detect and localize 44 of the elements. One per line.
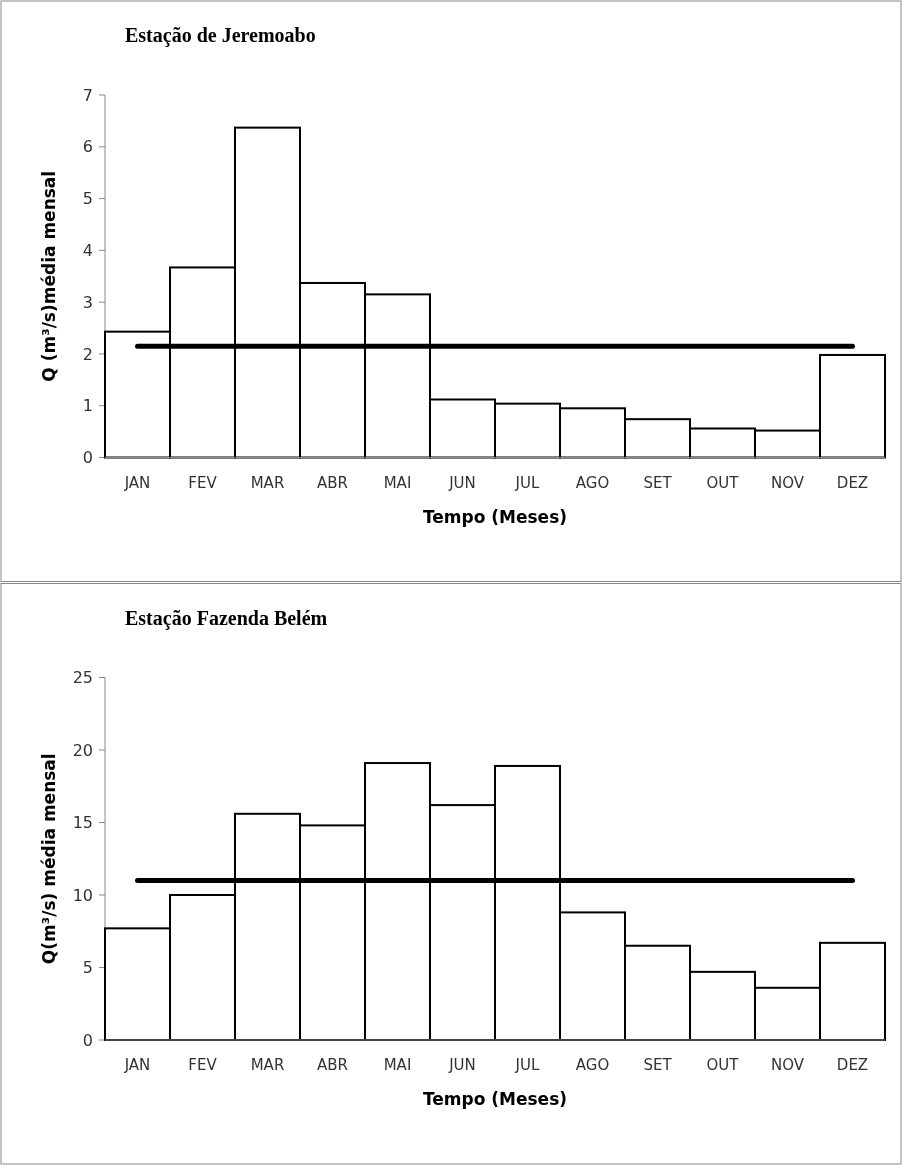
y-tick-label: 4 (82, 240, 93, 260)
x-tick-label: NOV (770, 473, 805, 492)
x-tick-label: JUN (448, 1056, 476, 1074)
x-tick-label: NOV (770, 1056, 805, 1074)
y-tick-label: 1 (82, 396, 93, 416)
x-tick-label: SET (643, 1056, 673, 1074)
y-tick-label: 10 (72, 885, 93, 905)
y-tick-label: 7 (82, 85, 93, 105)
y-tick-label: 25 (72, 668, 93, 688)
x-tick-label: JUN (448, 473, 476, 492)
x-tick-label: FEV (188, 1056, 218, 1074)
x-tick-label: ABR (317, 1056, 348, 1074)
x-axis-title: Tempo (Meses) (422, 506, 568, 527)
x-tick-label: JUL (514, 1056, 541, 1074)
y-tick-label: 5 (82, 958, 93, 978)
x-tick-label: JUL (514, 473, 541, 492)
x-tick-label: JAN (123, 1056, 151, 1074)
x-tick-label: DEZ (836, 1056, 869, 1074)
y-tick-label: 20 (72, 740, 93, 760)
y-tick-label: 6 (82, 137, 93, 157)
x-tick-label: MAR (250, 473, 285, 492)
y-tick-label: 0 (82, 1030, 93, 1050)
x-tick-label: AGO (575, 1056, 610, 1074)
x-tick-label: FEV (188, 473, 218, 492)
y-tick-label: 2 (82, 344, 93, 364)
x-tick-label: OUT (706, 1056, 740, 1074)
x-tick-label: MAI (383, 473, 412, 492)
y-tick-label: 3 (82, 292, 93, 312)
chart-title: Estação de Jeremoabo (125, 24, 316, 47)
x-tick-label: SET (643, 473, 673, 492)
y-tick-label: 15 (72, 813, 93, 833)
y-axis-title: Q(m³/s) média mensal (39, 753, 59, 965)
y-tick-label: 5 (82, 189, 93, 209)
x-axis-title: Tempo (Meses) (422, 1089, 568, 1109)
chart-title: Estação Fazenda Belém (125, 606, 328, 630)
x-tick-label: MAR (250, 1056, 285, 1074)
y-tick-label: 0 (82, 448, 93, 468)
x-tick-label: JAN (123, 473, 151, 492)
x-tick-label: AGO (575, 473, 610, 492)
x-tick-label: DEZ (836, 473, 869, 492)
x-tick-label: ABR (317, 473, 348, 492)
y-axis-title: Q (m³/s)média mensal (39, 170, 59, 382)
x-tick-label: OUT (706, 473, 740, 492)
x-tick-label: MAI (383, 1056, 412, 1074)
